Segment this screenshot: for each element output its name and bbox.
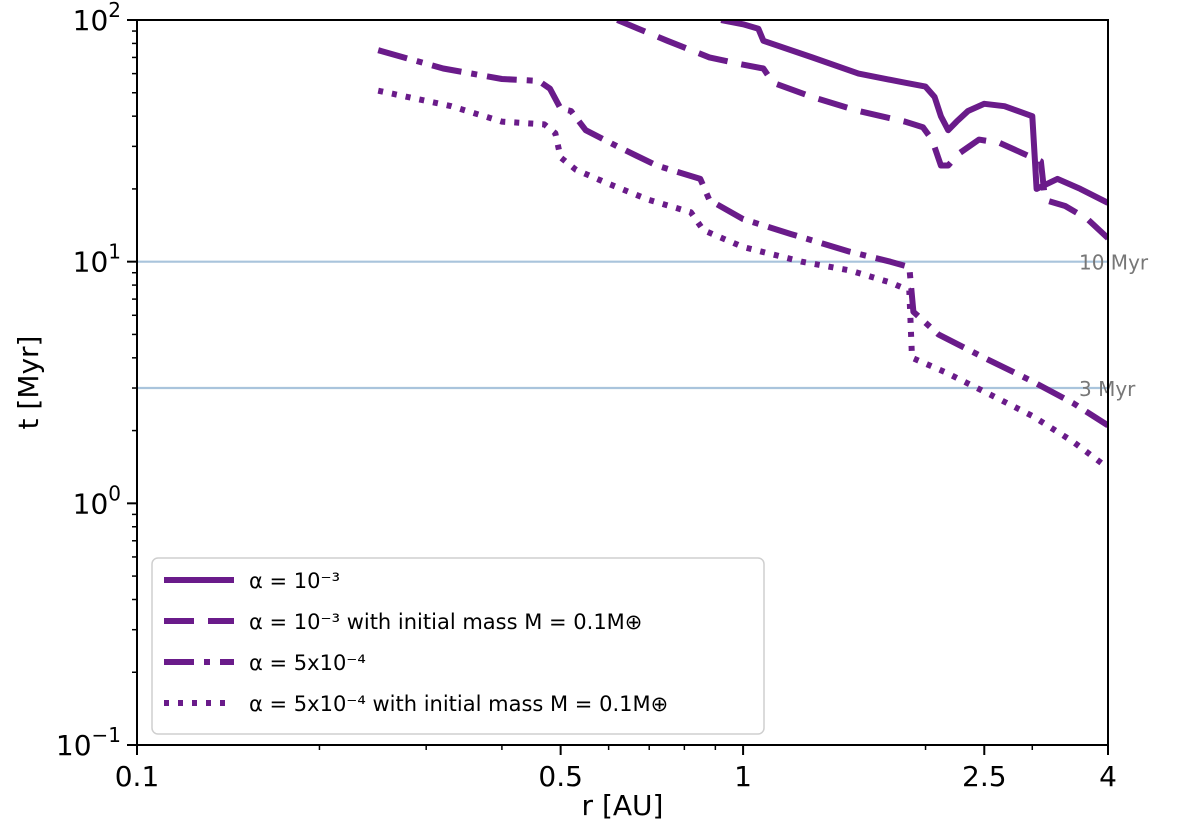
plot-area-frame [136, 19, 1109, 746]
y-tick-label: 101 [73, 240, 121, 279]
x-tick-label: 0.5 [538, 760, 583, 793]
legend-label-2: α = 5x10⁻⁴ [249, 651, 366, 675]
x-axis-title: r [AU] [582, 789, 664, 822]
legend-label-0: α = 10⁻³ [249, 569, 340, 593]
x-tick-label: 0.1 [115, 760, 160, 793]
y-tick-label: 100 [73, 481, 121, 520]
legend: α = 10⁻³ α = 10⁻³ with initial mass M = 0… [151, 557, 765, 735]
y-axis-title: t [Myr] [12, 336, 45, 430]
x-tick-label: 4 [1099, 760, 1117, 793]
series-layer [377, 20, 1108, 471]
series-line-0 [720, 20, 1108, 206]
legend-box [151, 557, 765, 735]
series-line-2 [377, 47, 1108, 429]
series-line-1 [616, 20, 1108, 241]
x-tick-label: 1 [734, 760, 752, 793]
legend-label-3: α = 5x10⁻⁴ with initial mass M = 0.1M⊕ [249, 692, 668, 716]
axis-ticks: 0.1 0.5 1 2.5 4 10−1 100 101 102 [56, 0, 1117, 793]
y-tick-label: 102 [73, 0, 121, 37]
reference-line-label-0: 10 Myr [1079, 251, 1149, 275]
legend-label-1: α = 10⁻³ with initial mass M = 0.1M⊕ [249, 610, 642, 634]
x-tick-label: 2.5 [962, 760, 1007, 793]
series-line-3 [377, 87, 1108, 471]
y-tick-label: 10−1 [56, 723, 121, 762]
